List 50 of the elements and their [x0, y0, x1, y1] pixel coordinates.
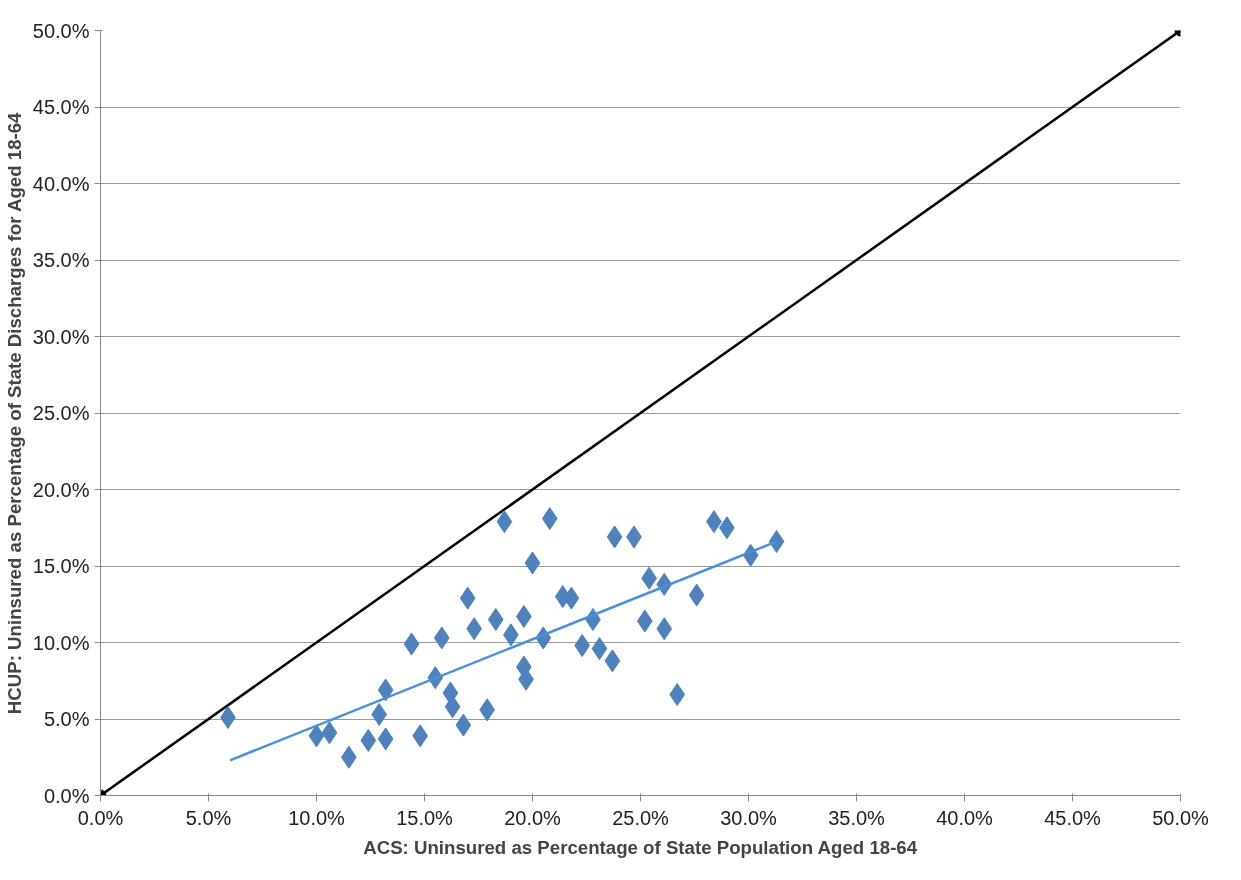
x-axis-title: ACS: Uninsured as Percentage of State Population Aged 18-64 [363, 836, 918, 858]
point [563, 586, 580, 610]
point [574, 634, 591, 658]
point [377, 727, 394, 751]
point [768, 530, 785, 554]
point [524, 551, 541, 575]
point [455, 713, 472, 737]
point [412, 724, 429, 748]
y-tick-label: 40.0% [32, 172, 90, 195]
point [459, 586, 476, 610]
x-tick-label: 30.0% [720, 806, 778, 829]
y-tick-label: 35.0% [32, 249, 90, 271]
point [444, 695, 461, 719]
point [541, 507, 558, 531]
x-tick-label: 40.0% [936, 806, 994, 829]
point [308, 724, 325, 748]
y-tick-label: 25.0% [32, 402, 90, 424]
point [496, 510, 513, 534]
x-tick-label: 0.0% [77, 806, 124, 829]
y-tick-label: 5.0% [43, 708, 90, 730]
y-tick-label: 30.0% [32, 325, 90, 348]
point [606, 525, 623, 549]
y-tick-label: 0.0% [43, 784, 90, 807]
y-axis-title: HCUP: Uninsured as Percentage of State Discharges for Aged 18-64 [3, 111, 25, 715]
point [403, 632, 420, 656]
y-tick-label: 45.0% [32, 96, 90, 118]
point [433, 626, 450, 650]
x-tick-label: 15.0% [396, 806, 454, 829]
point [656, 617, 673, 641]
y-tick-label: 15.0% [32, 555, 90, 577]
point [360, 728, 377, 752]
point [321, 721, 338, 745]
point [688, 583, 705, 607]
point [466, 617, 483, 641]
point [377, 678, 394, 702]
point [604, 649, 621, 673]
point [487, 608, 504, 632]
y-tick-label: 20.0% [32, 478, 90, 501]
point [591, 637, 608, 661]
x-tick-label: 25.0% [612, 806, 670, 829]
x-tick-label: 45.0% [1044, 806, 1102, 829]
x-tick-label: 20.0% [504, 806, 562, 829]
y-tick-label: 50.0% [32, 19, 90, 42]
x-tick-label: 5.0% [185, 806, 232, 829]
x-tick-label: 35.0% [828, 806, 886, 829]
point [636, 609, 653, 633]
y-tick-label: 10.0% [32, 631, 90, 654]
x-tick-label: 10.0% [288, 806, 346, 829]
x-tick-label: 50.0% [1152, 806, 1210, 829]
point [669, 683, 686, 707]
